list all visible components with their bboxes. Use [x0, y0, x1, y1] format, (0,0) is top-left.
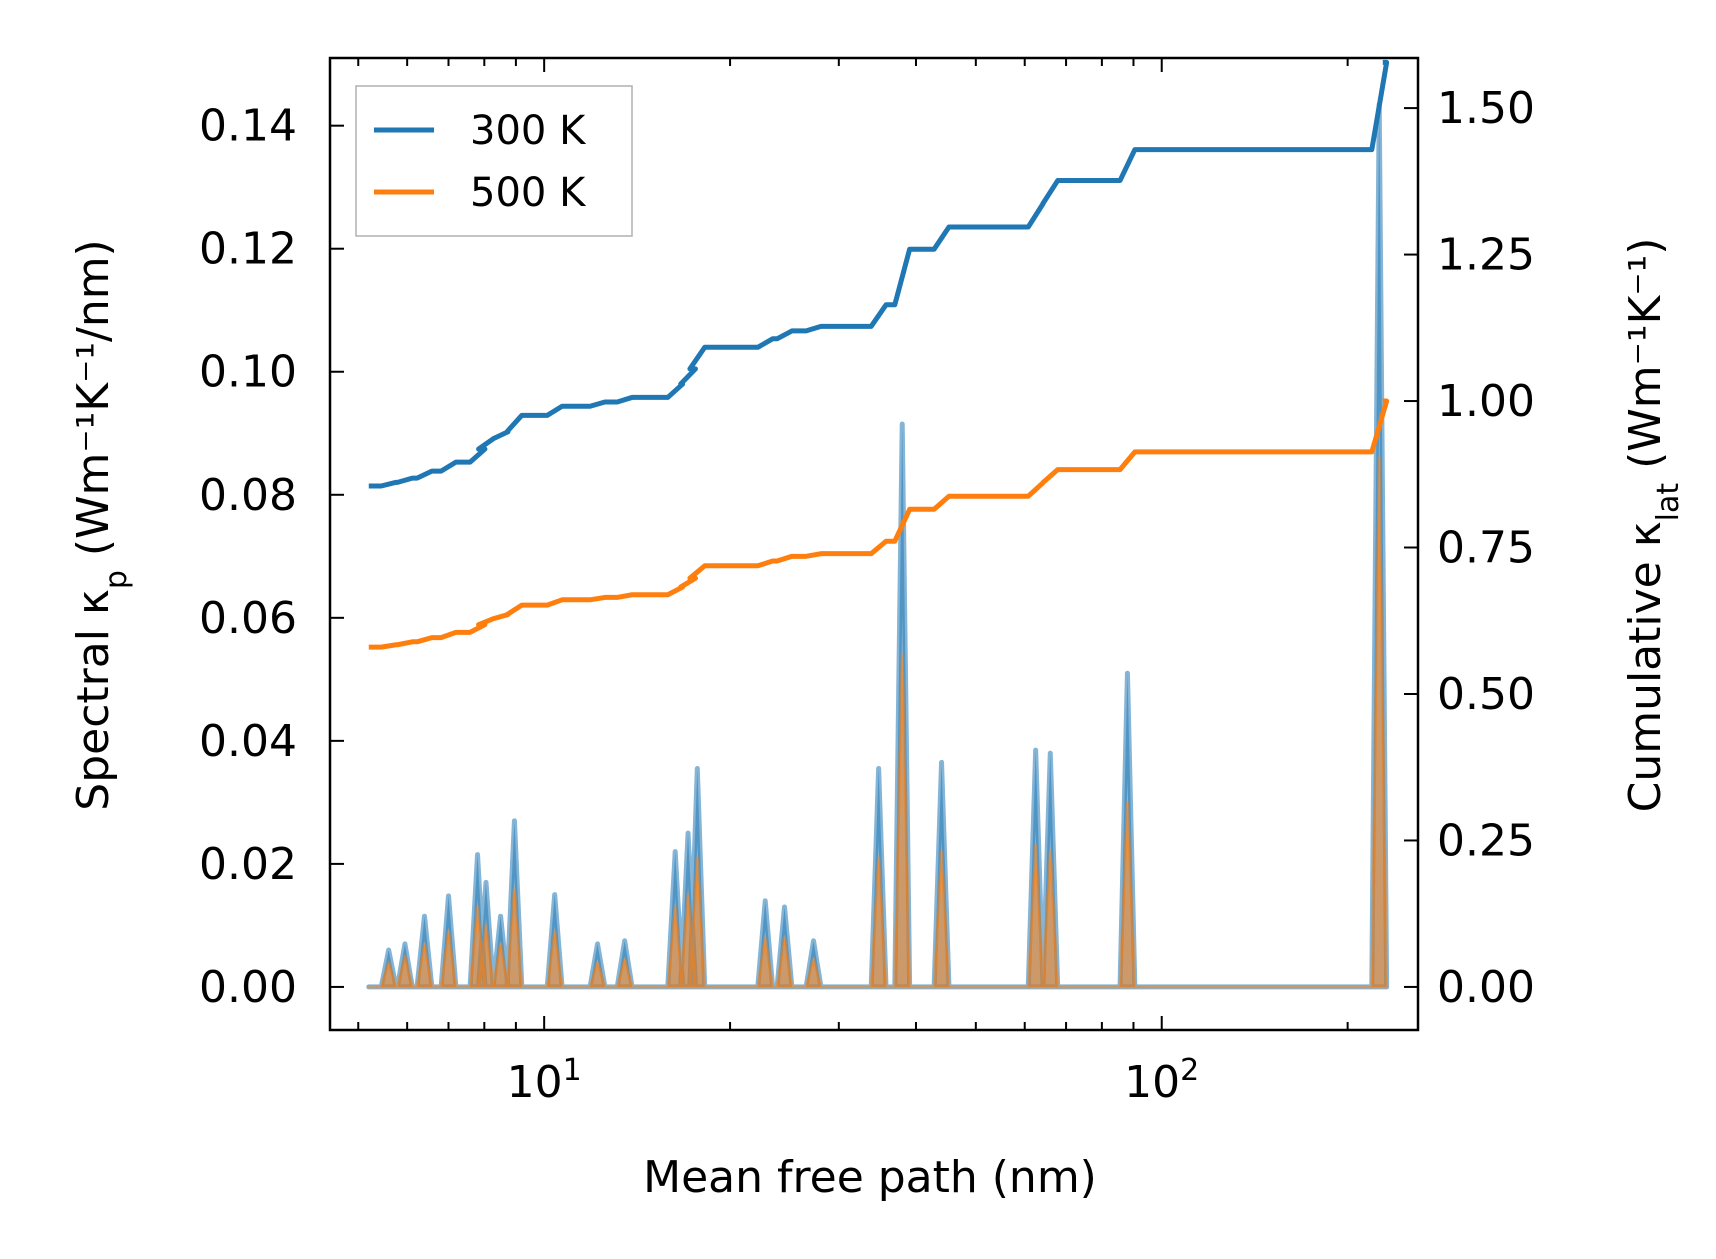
y-left-tick-label: 0.02	[199, 839, 297, 890]
y-left-label-close: )	[68, 239, 119, 256]
legend: 300 K 500 K	[355, 85, 633, 237]
y-right-label-close: )	[1620, 238, 1671, 255]
y-left-label-open: (	[68, 539, 119, 570]
cumulative-line-500k	[368, 398, 1390, 650]
cumulative-line-300k	[368, 59, 1390, 489]
y-left-tick-label: 0.04	[199, 716, 297, 767]
y-right-tick-label: 0.75	[1437, 523, 1535, 574]
axis-ticks	[330, 58, 1418, 1030]
y-right-tick-label: 0.25	[1437, 815, 1535, 866]
plot-frame	[328, 56, 1420, 1032]
x-tick-label-exponent: 2	[1180, 1053, 1199, 1088]
x-tick-label-base: 10	[507, 1057, 563, 1108]
y-left-tick-label: 0.08	[199, 470, 297, 521]
y-left-tick-label: 0.10	[199, 347, 297, 398]
tick-labels: 101 1020.000.020.040.060.080.100.120.140.…	[199, 83, 1535, 1108]
axes-frame	[328, 56, 1420, 1032]
y-left-tick-label: 0.06	[199, 593, 297, 644]
y-left-label-units: Wm⁻¹K⁻¹/nm	[68, 256, 119, 539]
legend-frame	[355, 85, 633, 237]
y-axis-left-label: Spectral κp (Wm⁻¹K⁻¹/nm)	[68, 239, 134, 810]
x-axis-label: Mean free path (nm)	[643, 1152, 1097, 1203]
y-right-tick-label: 1.50	[1437, 83, 1535, 134]
y-right-tick-label: 1.25	[1437, 230, 1535, 281]
y-left-tick-label: 0.14	[199, 101, 297, 152]
y-left-tick-label: 0.12	[199, 224, 297, 275]
series-lines	[368, 59, 1390, 650]
y-left-tick-label: 0.00	[199, 962, 297, 1013]
legend-label-500k: 500 K	[470, 170, 587, 216]
x-tick-label-exponent: 1	[563, 1053, 582, 1088]
spectral-fills	[366, 101, 1390, 990]
y-right-tick-label: 0.00	[1437, 962, 1535, 1013]
y-right-tick-label: 0.50	[1437, 669, 1535, 720]
y-right-tick-label: 1.00	[1437, 376, 1535, 427]
y-right-label-sub: lat	[1651, 483, 1686, 522]
y-left-label-main: Spectral κ	[68, 589, 119, 811]
y-left-label-sub: p	[99, 570, 134, 589]
spectral-fill-500k	[367, 456, 1389, 989]
y-right-label-open: (	[1620, 452, 1671, 483]
x-tick-label: 102	[1124, 1053, 1199, 1109]
y-right-label-units: Wm⁻¹K⁻¹	[1620, 255, 1671, 452]
x-tick-label: 101	[507, 1053, 582, 1109]
x-tick-label-base: 10	[1124, 1057, 1180, 1108]
legend-label-300k: 300 K	[470, 108, 587, 154]
y-axis-right-label: Cumulative κlat (Wm⁻¹K⁻¹)	[1620, 238, 1686, 813]
y-right-label-main: Cumulative κ	[1620, 521, 1671, 812]
